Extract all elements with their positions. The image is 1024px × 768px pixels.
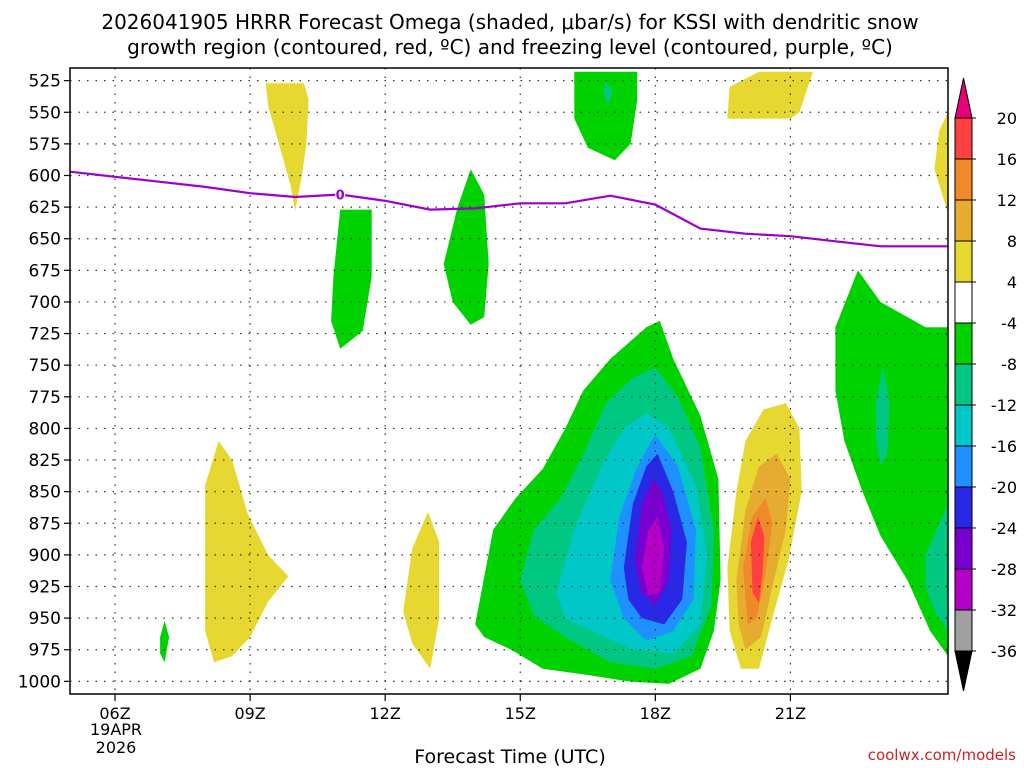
colorbar-segment-12	[954, 568, 973, 611]
colorbar-label-7: -12	[991, 396, 1017, 415]
omega-region-4	[331, 209, 372, 349]
omega-region-9	[934, 112, 948, 214]
omega-region-3	[160, 620, 170, 663]
omega-region-22	[876, 365, 890, 467]
y-tick-label-750: 750	[29, 356, 61, 376]
credit-text: coolwx.com/models	[868, 746, 1016, 764]
colorbar-label-5: -4	[1001, 314, 1017, 333]
y-tick-label-775: 775	[29, 388, 61, 408]
y-tick-label-800: 800	[29, 419, 61, 439]
freezing-level-label: 0	[336, 188, 345, 203]
colorbar-label-10: -24	[991, 519, 1017, 538]
omega-region-21	[835, 270, 948, 657]
x-tick-label-15Z: 15Z	[505, 704, 536, 723]
y-tick-label-900: 900	[29, 546, 61, 566]
y-tick-label-650: 650	[29, 230, 61, 250]
x-tick-label-21Z: 21Z	[775, 704, 806, 723]
freezing-level-line	[70, 170, 948, 248]
colorbar-segment-6	[954, 322, 973, 365]
colorbar-label-12: -32	[991, 601, 1017, 620]
y-tick-label-550: 550	[29, 103, 61, 123]
y-tick-label-525: 525	[29, 72, 61, 92]
colorbar-segment-2	[954, 158, 973, 201]
colorbar-segment-8	[954, 404, 973, 447]
plot-frame	[69, 67, 949, 695]
y-tick-label-925: 925	[29, 578, 61, 598]
y-tick-label-700: 700	[29, 293, 61, 313]
y-axis: 525 550 575 600 625 650 675 700 725 750 775 800 825 8…	[18, 72, 70, 692]
x-tick-label-18Z: 18Z	[640, 704, 671, 723]
y-tick-label-825: 825	[29, 451, 61, 471]
colorbar-label-6: -8	[1001, 355, 1017, 374]
colorbar: 20 16 12 8 4 -4 -8 -12 -16 -20 -24 -28 -32 -36	[954, 77, 1017, 692]
colorbar-segment-7	[954, 363, 973, 406]
x-tick-label-12Z: 12Z	[370, 704, 401, 723]
colorbar-bottom-triangle	[954, 650, 973, 692]
omega-region-23	[925, 504, 948, 631]
omega-region-2	[403, 511, 440, 669]
colorbar-segment-10	[954, 486, 973, 529]
colorbar-label-3: 8	[1007, 232, 1017, 251]
omega-shaded-regions	[160, 71, 948, 684]
colorbar-segment-4	[954, 240, 973, 283]
y-tick-label-600: 600	[29, 166, 61, 186]
y-tick-label-575: 575	[29, 135, 61, 155]
y-tick-label-1000: 1000	[18, 672, 61, 692]
colorbar-segment-11	[954, 527, 973, 570]
colorbar-segment-9	[954, 445, 973, 488]
chart-title-line-1: 2026041905 HRRR Forecast Omega (shaded, …	[101, 10, 918, 34]
date-label-day: 19APR	[90, 720, 142, 739]
chart-title-line-2: growth region (contoured, red, ºC) and f…	[127, 35, 893, 59]
colorbar-label-11: -28	[991, 560, 1017, 579]
colorbar-label-8: -16	[991, 437, 1017, 456]
date-label-year: 2026	[96, 738, 137, 757]
colorbar-segment-5	[954, 281, 973, 324]
omega-region-8	[727, 71, 813, 119]
colorbar-label-0: 20	[997, 109, 1017, 128]
y-tick-label-875: 875	[29, 514, 61, 534]
freezing-level-layer: 0	[70, 170, 948, 248]
x-tick-label-09Z: 09Z	[234, 704, 265, 723]
colorbar-segment-1	[954, 117, 973, 160]
y-tick-label-950: 950	[29, 609, 61, 629]
colorbar-segment-3	[954, 199, 973, 242]
x-axis: 06Z 09Z 12Z 15Z 18Z 21Z	[99, 694, 806, 723]
colorbar-label-9: -20	[991, 478, 1017, 497]
y-tick-label-725: 725	[29, 325, 61, 345]
colorbar-label-13: -36	[991, 642, 1017, 661]
colorbar-label-1: 16	[997, 150, 1017, 169]
omega-region-20	[750, 516, 765, 603]
colorbar-label-4: 4	[1007, 273, 1017, 292]
omega-region-0	[265, 83, 309, 211]
gridlines	[70, 68, 948, 694]
colorbar-label-2: 12	[997, 191, 1017, 210]
y-tick-label-675: 675	[29, 261, 61, 281]
omega-region-6	[574, 71, 638, 161]
omega-region-1	[205, 441, 289, 663]
omega-region-7	[603, 80, 613, 106]
freezing-level-label-bg	[335, 186, 346, 202]
x-axis-label: Forecast Time (UTC)	[414, 746, 605, 768]
x-tick-label-06Z: 06Z	[99, 704, 130, 723]
y-tick-label-975: 975	[29, 641, 61, 661]
colorbar-segment-13	[954, 609, 973, 652]
y-tick-label-625: 625	[29, 198, 61, 218]
omega-region-16	[641, 516, 665, 596]
y-tick-label-850: 850	[29, 483, 61, 503]
colorbar-top-triangle	[954, 77, 973, 119]
